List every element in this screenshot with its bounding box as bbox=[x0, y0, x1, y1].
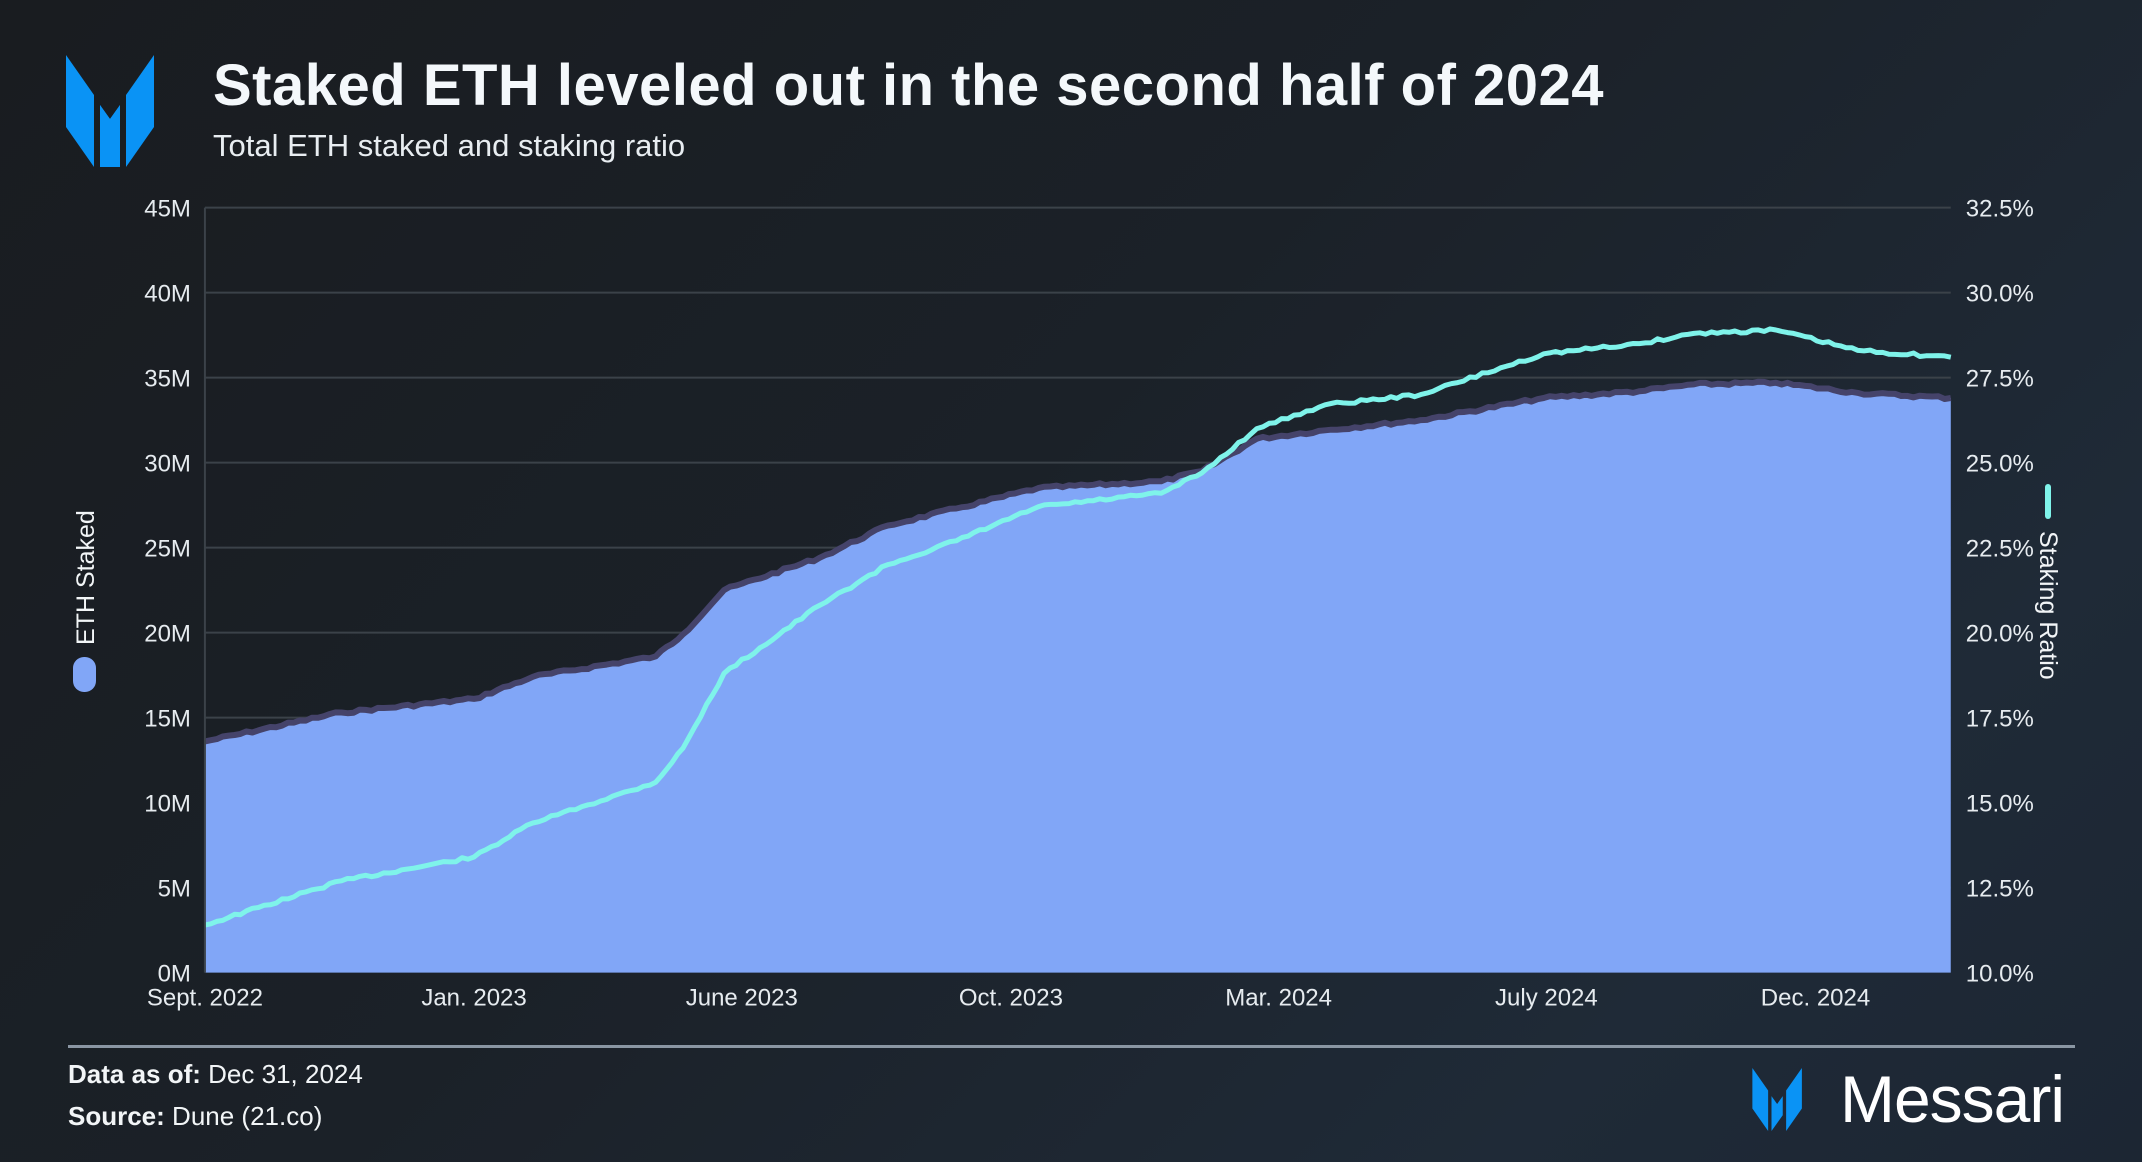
data-as-of: Data as of: Dec 31, 2024 bbox=[68, 1059, 363, 1090]
chart-subtitle: Total ETH staked and staking ratio bbox=[213, 128, 686, 163]
footer-divider bbox=[68, 1045, 1076, 1048]
staking-ratio-label: Staking Ratio bbox=[2034, 531, 2062, 680]
y-tick-label: 25M bbox=[144, 536, 191, 563]
y-tick-label: 15M bbox=[144, 706, 191, 733]
y2-tick-label: 12.5% bbox=[1966, 876, 2034, 903]
y2-tick-label: 27.5% bbox=[1966, 366, 2034, 393]
chart-title: Staked ETH leveled out in the second hal… bbox=[213, 53, 1605, 118]
x-tick-label: Mar. 2024 bbox=[1225, 985, 1332, 1012]
staking-ratio-swatch-icon bbox=[2045, 484, 2051, 519]
data-as-of-label: Data as of: bbox=[68, 1059, 201, 1089]
right-axis-ticks: 10.0% 12.5% 15.0% 17.5% 20.0% 22.5% 25.0% 27.5%… bbox=[1966, 196, 2034, 988]
y2-tick-label: 20.0% bbox=[1966, 621, 2034, 648]
y2-tick-label: 17.5% bbox=[1966, 706, 2034, 733]
messari-brand: Messari bbox=[1752, 1062, 2065, 1136]
y2-tick-label: 10.0% bbox=[1966, 961, 2034, 988]
y-tick-label: 40M bbox=[144, 281, 191, 308]
y-tick-label: 35M bbox=[144, 366, 191, 393]
y2-tick-label: 15.0% bbox=[1966, 791, 2034, 818]
x-axis-ticks: Sept. 2022 Jan. 2023 June 2023 Oct. 2023 Mar… bbox=[147, 985, 1870, 1012]
x-tick-label: Jan. 2023 bbox=[421, 985, 526, 1012]
y2-tick-label: 30.0% bbox=[1966, 281, 2034, 308]
messari-mark-icon bbox=[1752, 1067, 1802, 1131]
x-tick-label: July 2024 bbox=[1495, 985, 1598, 1012]
footer-divider-right bbox=[1076, 1045, 2075, 1048]
source-value: Dune (21.co) bbox=[172, 1101, 323, 1131]
source: Source: Dune (21.co) bbox=[68, 1101, 322, 1132]
eth-staked-label: ETH Staked bbox=[72, 510, 100, 645]
messari-wordmark: Messari bbox=[1840, 1062, 2065, 1136]
y2-tick-label: 22.5% bbox=[1966, 536, 2034, 563]
x-tick-label: Oct. 2023 bbox=[959, 985, 1063, 1012]
legend-eth-staked: ETH Staked bbox=[72, 510, 100, 692]
eth-staked-area-edge bbox=[204, 378, 1952, 745]
left-axis-ticks: 0M 5M 10M 15M 20M 25M 30M 35M 40M 45M bbox=[144, 196, 191, 988]
x-tick-label: Sept. 2022 bbox=[147, 985, 263, 1012]
eth-staked-area bbox=[204, 381, 1951, 973]
y2-tick-label: 32.5% bbox=[1966, 196, 2034, 223]
y-tick-label: 5M bbox=[158, 876, 191, 903]
y-tick-label: 45M bbox=[144, 196, 191, 223]
messari-logo-icon bbox=[66, 55, 154, 167]
y-tick-label: 20M bbox=[144, 621, 191, 648]
y-tick-label: 30M bbox=[144, 451, 191, 478]
y2-tick-label: 25.0% bbox=[1966, 451, 2034, 478]
x-tick-label: Dec. 2024 bbox=[1761, 985, 1870, 1012]
staking-ratio-line bbox=[204, 326, 1952, 928]
y-tick-label: 10M bbox=[144, 791, 191, 818]
source-label: Source: bbox=[68, 1101, 165, 1131]
data-as-of-value: Dec 31, 2024 bbox=[208, 1059, 363, 1089]
x-tick-label: June 2023 bbox=[686, 985, 798, 1012]
eth-staked-swatch-icon bbox=[73, 657, 96, 692]
legend-staking-ratio: Staking Ratio bbox=[2034, 484, 2062, 680]
y-tick-label: 0M bbox=[158, 961, 191, 988]
